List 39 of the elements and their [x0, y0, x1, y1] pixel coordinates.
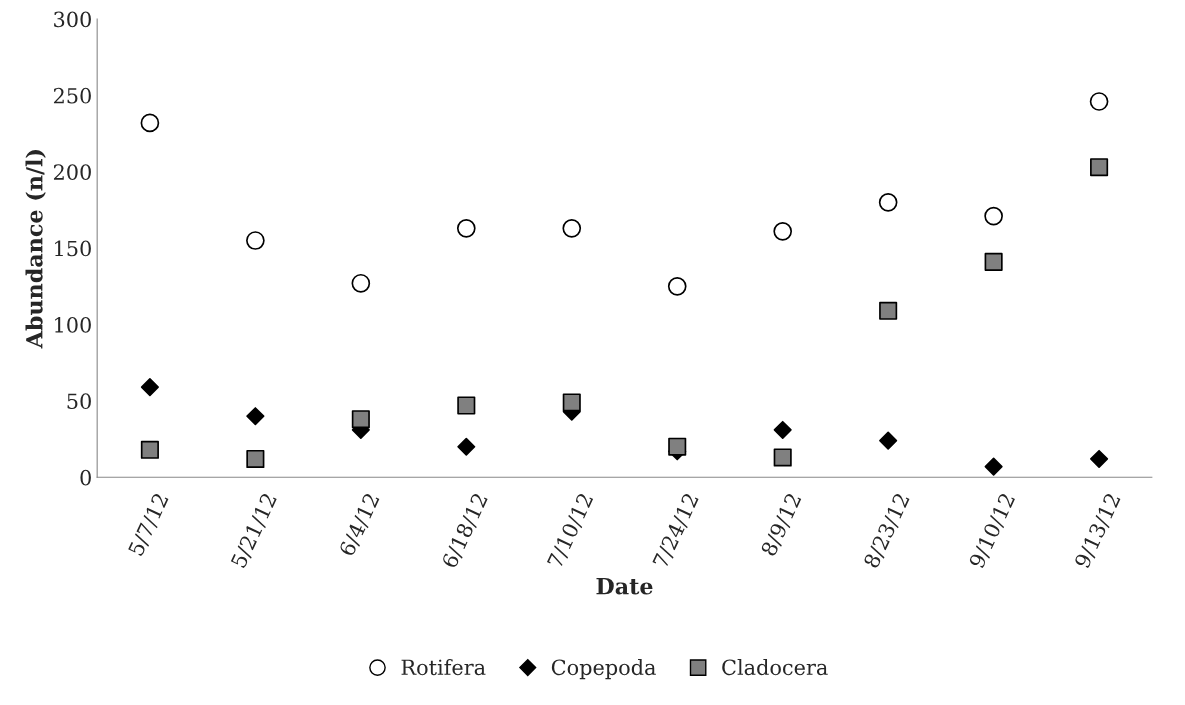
point — [562, 218, 582, 238]
legend-label: Rotifera — [401, 659, 486, 676]
point — [351, 410, 370, 429]
point — [878, 192, 898, 212]
point — [562, 393, 581, 412]
point — [246, 231, 265, 250]
x-axis-title: Date — [596, 578, 653, 595]
y-tick-label: 0 — [80, 469, 91, 486]
y-tick-label: 200 — [53, 164, 91, 180]
y-tick-label: 100 — [55, 316, 91, 333]
point — [984, 252, 1003, 271]
point — [246, 449, 265, 469]
point — [773, 448, 792, 467]
point — [457, 396, 476, 415]
point — [1090, 449, 1109, 469]
point — [984, 206, 1003, 226]
y-tick-label: 300 — [54, 11, 91, 28]
legend-label: Copepoda — [551, 659, 656, 680]
point — [1089, 92, 1109, 111]
point — [773, 420, 792, 439]
point — [667, 277, 687, 296]
point — [773, 222, 793, 241]
point — [140, 113, 160, 133]
point — [140, 440, 159, 459]
y-tick-label: 250 — [53, 87, 91, 104]
point — [456, 218, 476, 238]
point — [668, 437, 687, 456]
y-tick-label: 150 — [55, 240, 91, 257]
point — [457, 437, 476, 456]
point — [879, 431, 898, 450]
point — [879, 301, 898, 320]
y-axis-title: Abundance (n/l) — [25, 150, 46, 349]
point — [1090, 158, 1109, 177]
point — [246, 407, 265, 426]
point — [984, 457, 1003, 476]
point — [140, 378, 159, 397]
point — [351, 273, 371, 293]
y-tick-label: 50 — [67, 393, 91, 410]
legend-label: Cladocera — [722, 659, 828, 676]
